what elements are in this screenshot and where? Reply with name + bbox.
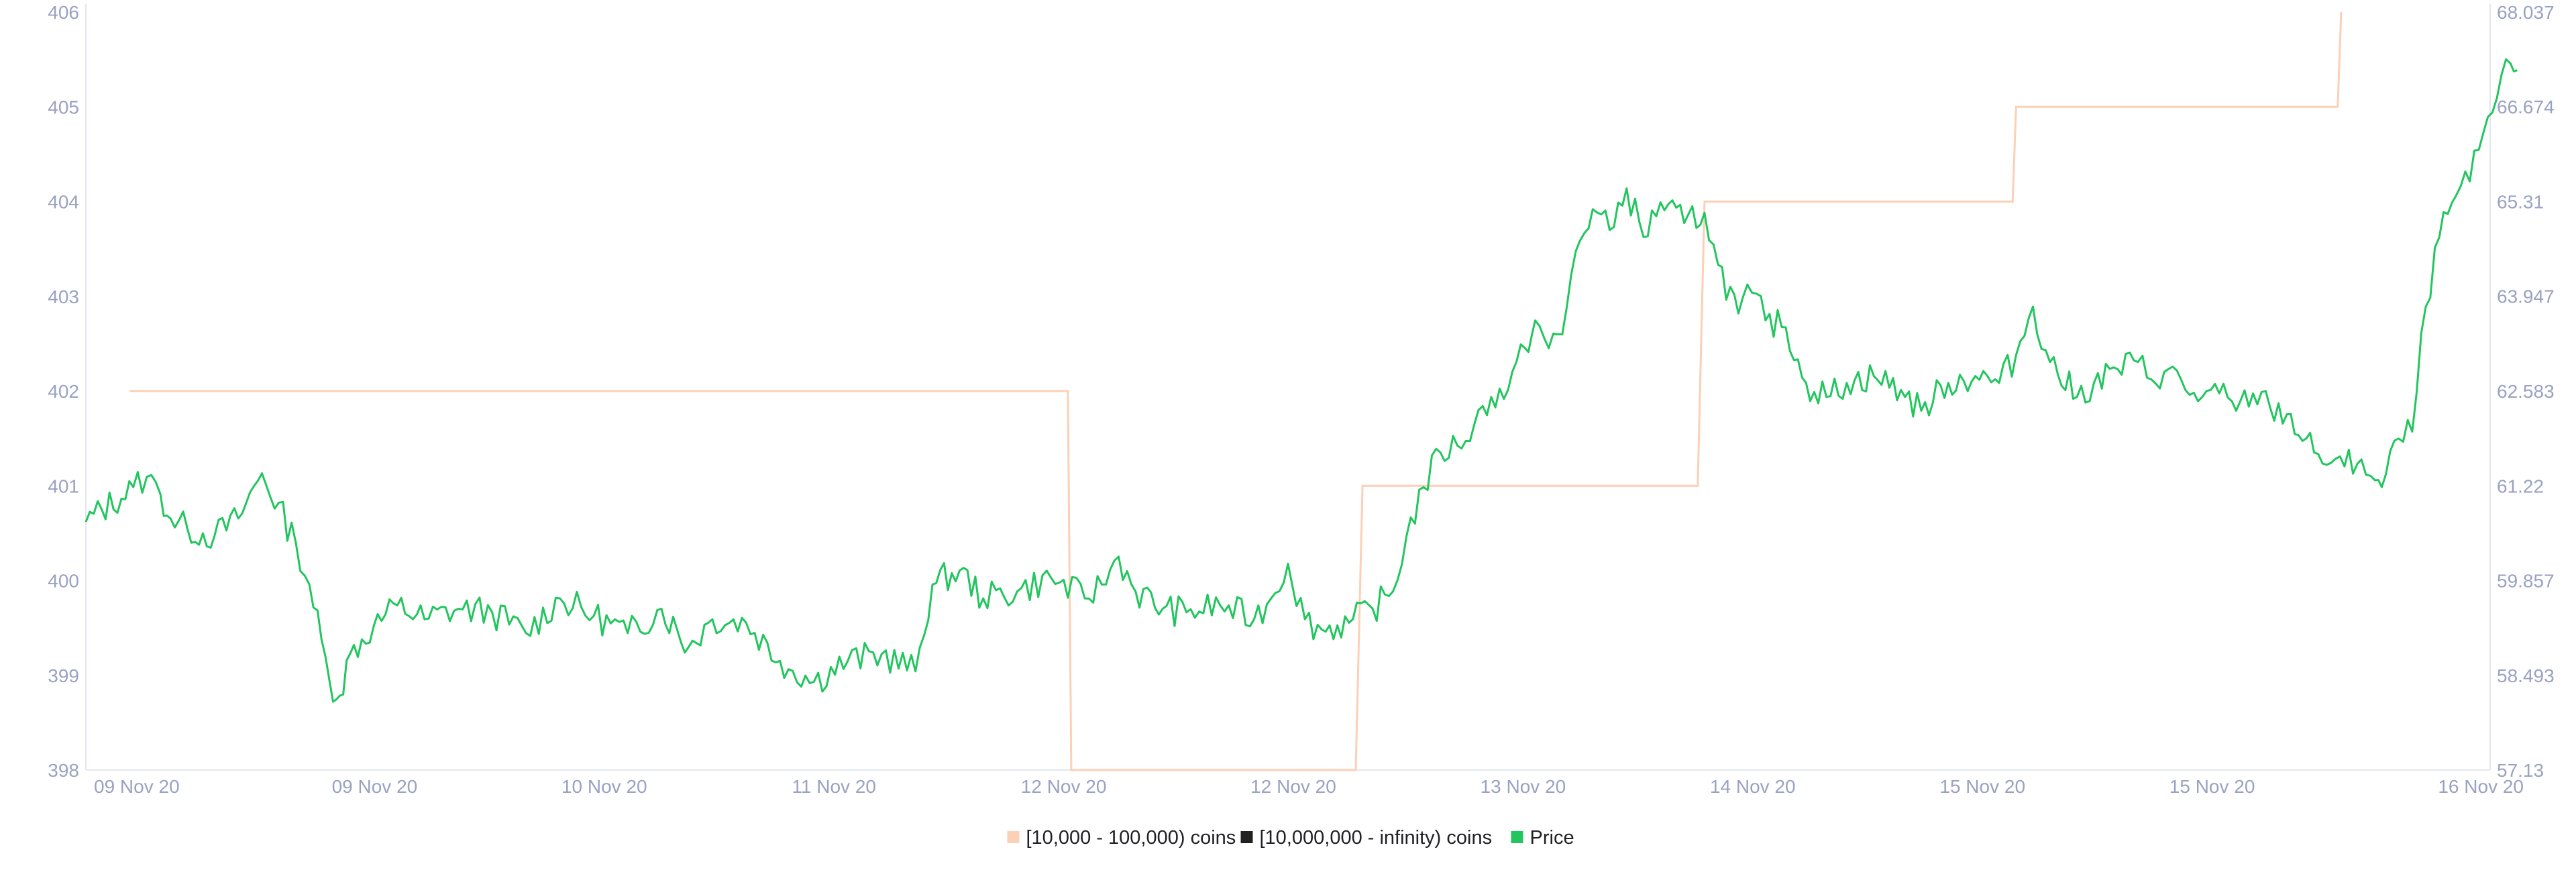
y-left-tick-label: 399 <box>48 665 79 686</box>
legend-item[interactable]: [10,000 - 100,000) coins <box>1007 827 1236 849</box>
y-left-tick-label: 405 <box>48 97 79 117</box>
x-tick-label: 13 Nov 20 <box>1481 776 1566 797</box>
series-line-price <box>85 58 2518 703</box>
legend-label: Price <box>1530 827 1574 849</box>
y-left-tick-label: 402 <box>48 381 79 402</box>
y-left-tick-label: 401 <box>48 476 79 496</box>
legend-item[interactable]: [10,000,000 - infinity) coins <box>1240 827 1493 849</box>
y-left-tick-label: 406 <box>48 2 79 23</box>
legend-swatch <box>1007 831 1020 843</box>
legend-swatch <box>1511 831 1523 843</box>
legend-item[interactable]: Price <box>1511 827 1574 849</box>
x-tick-label: 12 Nov 20 <box>1250 776 1336 797</box>
x-tick-label: 14 Nov 20 <box>1710 776 1796 797</box>
y-left-tick-label: 400 <box>48 571 79 592</box>
x-tick-label: 11 Nov 20 <box>792 776 876 797</box>
x-tick-label: 12 Nov 20 <box>1021 776 1107 797</box>
series-line-10k-100k-coins <box>129 11 2343 771</box>
y-right-tick-label: 57.13 <box>2497 760 2544 781</box>
y-right-tick-label: 65.31 <box>2497 192 2544 213</box>
series-layer <box>85 11 2518 771</box>
y-right-tick-label: 59.857 <box>2497 570 2555 591</box>
x-tick-label: 09 Nov 20 <box>332 776 418 797</box>
legend-swatch <box>1240 831 1253 843</box>
y-right-tick-label: 61.22 <box>2497 476 2544 496</box>
y-right-tick-label: 66.674 <box>2497 97 2555 117</box>
x-tick-label: 15 Nov 20 <box>2169 776 2255 797</box>
x-tick-label: 16 Nov 20 <box>2438 776 2524 797</box>
y-left-tick-label: 398 <box>48 760 79 781</box>
y-left-tick-label: 403 <box>48 286 79 307</box>
legend-label: [10,000,000 - infinity) coins <box>1260 827 1493 849</box>
legend-label: [10,000 - 100,000) coins <box>1026 827 1236 849</box>
y-right-tick-label: 58.493 <box>2497 665 2555 686</box>
x-tick-label: 10 Nov 20 <box>561 776 647 797</box>
axes: 398 399 400 401 402 403 404 405 406 57.13 58.493 59… <box>48 2 2554 797</box>
y-right-tick-label: 68.037 <box>2497 2 2555 23</box>
y-left-tick-label: 404 <box>48 192 79 213</box>
legend: [10,000 - 100,000) coins [10,000,000 - in… <box>1007 827 1574 849</box>
y-right-tick-label: 63.947 <box>2497 286 2555 307</box>
x-tick-label: 15 Nov 20 <box>1939 776 2025 797</box>
x-tick-label: 09 Nov 20 <box>94 776 180 797</box>
y-right-tick-label: 62.583 <box>2497 381 2555 402</box>
